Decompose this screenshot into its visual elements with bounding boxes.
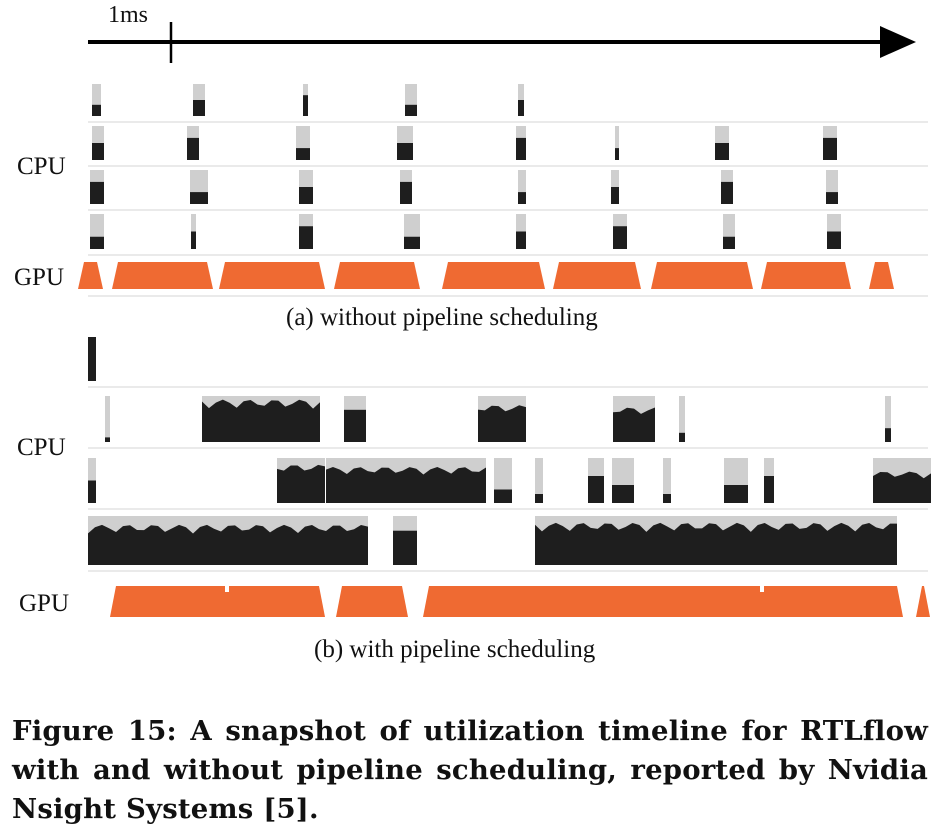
- panel-b-cpu-burst-1-6-window: [885, 396, 891, 442]
- panel-a-cpu-burst-1-0-activity: [92, 143, 104, 160]
- panel-b-cpu-burst-2-3-activity: [494, 489, 512, 503]
- panel-b-gpu-label: GPU: [19, 590, 69, 617]
- panel-a-cpu-burst-2-4-activity: [518, 192, 526, 204]
- panel-b-gpu-notch-0: [225, 586, 229, 592]
- panel-a-cpu-burst-0-0-activity: [92, 104, 101, 116]
- panel-a-gpu-segment-2: [219, 262, 325, 289]
- panel-a-cpu-burst-2-2-activity: [299, 187, 313, 204]
- panel-b-cpu-burst-3-0-activity: [88, 524, 368, 565]
- panel-b-cpu-burst-2-8-activity: [724, 485, 748, 503]
- panel-a-cpu-burst-0-2-activity: [303, 95, 308, 116]
- panel-b-gpu-segment-3: [916, 586, 930, 617]
- panel-a-cpu-label: CPU: [17, 153, 66, 180]
- panel-b-cpu-burst-2-10-activity: [873, 471, 931, 503]
- panel-b-cpu-burst-1-0-activity: [105, 437, 110, 442]
- panel-a-gpu-label: GPU: [14, 264, 64, 291]
- panel-b-gpu-notch-2: [760, 586, 764, 592]
- panel-a-cpu-burst-3-5-activity: [613, 226, 627, 249]
- panel-a-cpu-burst-1-2-activity: [296, 148, 310, 160]
- panel-b-cpu-burst-1-6-activity: [885, 428, 891, 442]
- panel-b-cpu-burst-3-1-activity: [393, 530, 417, 565]
- panel-b-cpu-burst-0-0-activity: [88, 337, 96, 381]
- panel-a-gpu-segment-7: [761, 262, 851, 289]
- panel-a-gpu-segment-1: [112, 262, 213, 289]
- panel-b-cpu-burst-2-2-activity: [326, 467, 486, 503]
- panel-a-cpu-burst-2-1-activity: [190, 192, 208, 204]
- panel-a-cpu-burst-1-5-activity: [615, 148, 619, 160]
- panel-b-cpu-burst-2-6-activity: [612, 485, 634, 503]
- panel-a-cpu-burst-3-7-activity: [827, 231, 841, 249]
- panel-a-cpu-burst-2-7-activity: [826, 192, 838, 204]
- panel-b-cpu-burst-2-4-activity: [535, 494, 543, 503]
- panel-a-cpu-burst-1-6-activity: [715, 143, 729, 160]
- panel-b-cpu-burst-1-2-activity: [344, 409, 366, 442]
- panel-b-cpu-burst-2-9-activity: [764, 476, 774, 503]
- time-axis-arrowhead: [880, 26, 916, 58]
- panel-a-cpu-burst-2-4-window: [518, 170, 526, 204]
- panel-a-cpu-burst-2-3-activity: [400, 181, 412, 204]
- panel-b-cpu-burst-2-5-activity: [588, 476, 604, 503]
- panel-b-cpu-burst-1-0-window: [105, 396, 110, 442]
- panel-b-cpu-burst-1-4-activity: [613, 407, 655, 442]
- panel-a-gpu-segment-0: [78, 262, 103, 289]
- panel-b-gpu-segment-2: [423, 586, 903, 617]
- panel-a-cpu-burst-3-3-activity: [404, 236, 420, 249]
- panel-a-cpu-burst-1-1-activity: [187, 137, 199, 160]
- panel-a-cpu-burst-2-5-activity: [611, 187, 619, 204]
- panel-a-cpu-burst-0-3-activity: [405, 104, 417, 116]
- panel-a-cpu-burst-3-4-activity: [516, 231, 526, 249]
- panel-b-gpu-segment-1: [336, 586, 408, 617]
- figure-caption: Figure 15: A snapshot of utilization tim…: [12, 715, 928, 825]
- panel-b-gpu-segment-0: [110, 586, 325, 617]
- panel-b-cpu-burst-2-7-activity: [663, 494, 671, 503]
- panel-a-gpu-segment-3: [334, 262, 420, 289]
- panel-a-cpu-burst-0-0-window: [92, 84, 101, 116]
- panel-a-cpu-burst-2-0-activity: [90, 181, 104, 204]
- panel-b-cpu-burst-2-7-window: [663, 458, 671, 503]
- panel-b-caption: (b) with pipeline scheduling: [314, 636, 596, 663]
- panel-a-cpu-burst-1-3-activity: [397, 143, 413, 160]
- panel-b-cpu-burst-2-4-window: [535, 458, 543, 503]
- panel-a-cpu-burst-1-5-window: [615, 126, 619, 160]
- panel-b-cpu-burst-1-3-activity: [478, 405, 526, 442]
- panel-b-cpu-burst-1-5-window: [679, 396, 685, 442]
- panel-b-cpu-burst-1-1-activity: [202, 399, 320, 442]
- panel-a-cpu-burst-3-1-activity: [191, 231, 196, 249]
- panel-a-gpu-segment-8: [869, 262, 894, 289]
- time-scale: 1ms: [88, 2, 916, 63]
- panel-a-cpu-burst-2-6-activity: [721, 181, 733, 204]
- utilization-marks: [78, 84, 931, 617]
- panel-b-cpu-label: CPU: [17, 434, 66, 461]
- panel-a-gpu-segment-5: [553, 262, 641, 289]
- panel-b-cpu-burst-3-2-activity: [535, 522, 897, 565]
- panel-a-cpu-burst-3-0-activity: [90, 236, 104, 249]
- panel-a-cpu-burst-0-4-activity: [518, 100, 524, 116]
- panel-a-gpu-segment-4: [442, 262, 545, 289]
- panel-a-cpu-burst-1-7-activity: [823, 137, 837, 160]
- panel-a-caption: (a) without pipeline scheduling: [286, 304, 598, 331]
- panel-a-cpu-burst-1-4-activity: [516, 137, 526, 160]
- scale-label: 1ms: [108, 2, 148, 28]
- panel-b-gpu-notch-1: [330, 586, 334, 592]
- panel-b-cpu-burst-2-1-activity: [277, 464, 325, 503]
- panel-a-cpu-burst-3-6-activity: [723, 236, 735, 249]
- panel-b-cpu-burst-1-5-activity: [679, 432, 685, 442]
- panel-a-cpu-burst-3-2-activity: [299, 226, 313, 249]
- panel-b-cpu-burst-2-0-activity: [88, 480, 96, 503]
- panel-a-cpu-burst-0-1-activity: [193, 100, 205, 116]
- panel-a-gpu-segment-6: [651, 262, 753, 289]
